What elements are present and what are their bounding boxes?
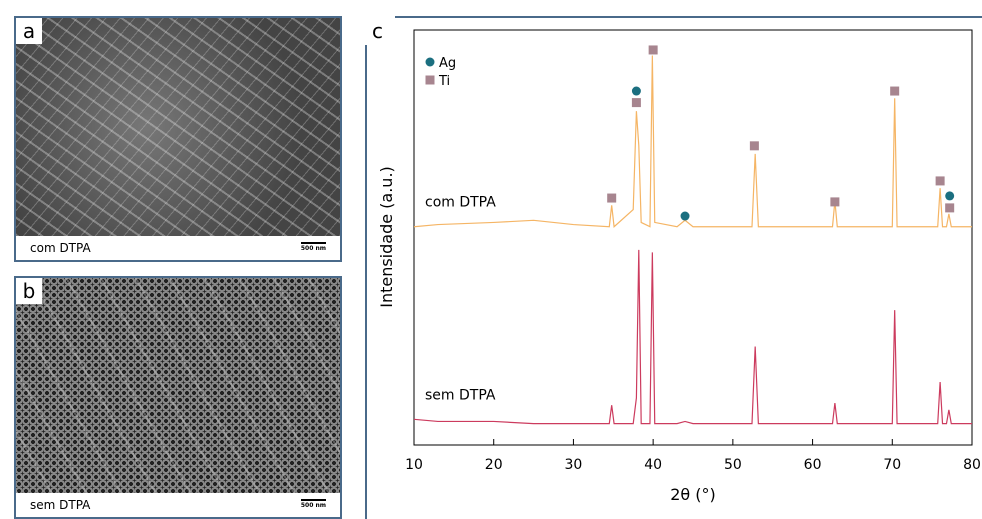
- spectrum-line: [414, 56, 972, 227]
- peak-marker: [649, 45, 658, 54]
- x-tick-label: 80: [963, 457, 981, 473]
- peak-marker: [890, 87, 899, 96]
- peak-marker: [936, 176, 945, 185]
- peak-marker: [632, 98, 641, 107]
- peak-marker: [945, 191, 954, 200]
- x-tick-label: 20: [485, 457, 503, 473]
- peak-marker: [426, 58, 435, 67]
- legend-label: Ti: [438, 74, 450, 89]
- x-tick-label: 10: [405, 457, 423, 473]
- x-tick-label: 40: [644, 457, 662, 473]
- x-tick-label: 70: [883, 457, 901, 473]
- legend-label: Ag: [439, 56, 456, 71]
- plot-frame: [414, 30, 972, 445]
- panel-label: c: [372, 19, 383, 43]
- peak-marker: [830, 197, 839, 206]
- chart: c 2θ (°) Intensidade (a.u.) 10 20 30 40 50 60…: [0, 0, 982, 519]
- y-axis-label: Intensidade (a.u.): [377, 166, 396, 308]
- peak-marker: [945, 203, 954, 212]
- page: a com DTPA 500 nm b sem DTPA 500 nm c 2θ…: [0, 0, 982, 519]
- spectrum-line: [414, 250, 972, 424]
- series-label: sem DTPA: [425, 387, 496, 403]
- x-tick-label: 60: [804, 457, 822, 473]
- peak-marker: [632, 87, 641, 96]
- peak-marker: [750, 141, 759, 150]
- x-axis-label: 2θ (°): [670, 485, 716, 504]
- series-label: com DTPA: [425, 195, 496, 211]
- peak-marker: [607, 194, 616, 203]
- x-tick-label: 50: [724, 457, 742, 473]
- peak-marker: [426, 76, 435, 85]
- peak-marker: [681, 212, 690, 221]
- x-tick-label: 30: [565, 457, 583, 473]
